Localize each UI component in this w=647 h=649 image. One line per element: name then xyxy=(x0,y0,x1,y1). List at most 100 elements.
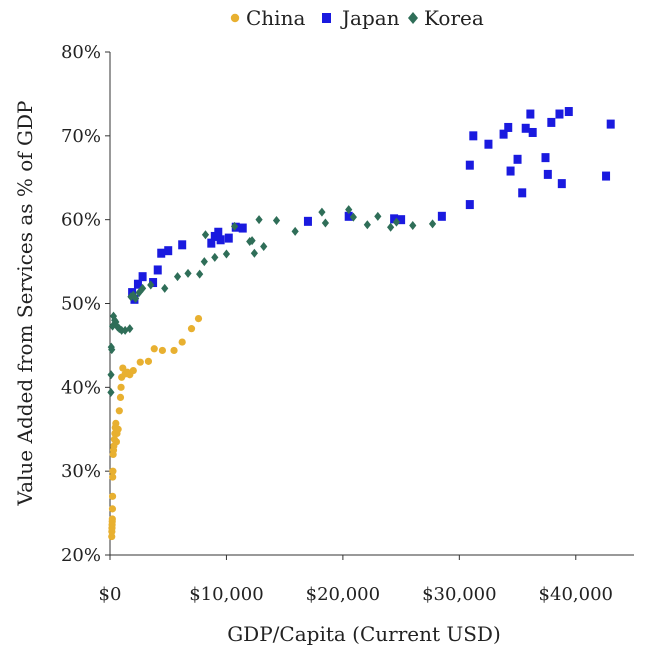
data-point-japan xyxy=(513,154,522,164)
x-tick-label: $10,000 xyxy=(189,584,263,605)
x-axis-ticks: $0 $10,000 $20,000 $30,000 $40,000 xyxy=(99,555,613,605)
data-point-korea xyxy=(250,248,258,258)
data-point-japan xyxy=(164,246,173,256)
data-point-japan xyxy=(214,227,223,237)
data-point-korea xyxy=(222,249,231,259)
legend-item-japan: Japan xyxy=(322,6,400,30)
data-point-china xyxy=(119,364,127,372)
data-point-china xyxy=(108,515,116,523)
data-point-china xyxy=(109,467,117,475)
data-point-china xyxy=(112,438,121,446)
data-point-china xyxy=(108,505,117,513)
data-point-korea xyxy=(200,257,208,267)
data-point-korea xyxy=(230,221,239,231)
data-point-korea xyxy=(349,212,357,222)
data-point-japan xyxy=(178,240,187,250)
legend-item-china: China xyxy=(230,6,305,30)
data-point-china xyxy=(136,358,144,366)
y-tick-label: 70% xyxy=(61,126,101,147)
data-point-japan xyxy=(153,265,162,275)
plot-area xyxy=(107,107,615,541)
data-point-korea xyxy=(248,236,256,246)
data-point-china xyxy=(114,425,122,433)
data-point-japan xyxy=(602,171,611,181)
data-point-korea xyxy=(132,293,140,303)
data-point-japan xyxy=(133,279,142,289)
y-tick-label: 60% xyxy=(61,210,101,231)
data-point-korea xyxy=(109,311,118,321)
data-point-korea xyxy=(196,269,204,279)
data-point-japan xyxy=(224,233,233,243)
data-point-china xyxy=(112,419,120,427)
data-point-japan xyxy=(484,139,493,149)
data-point-japan xyxy=(606,119,615,129)
y-tick-label: 80% xyxy=(61,42,101,63)
y-axis-title: Value Added from Services as % of GDP xyxy=(13,101,37,507)
data-point-china xyxy=(108,532,116,541)
legend-marker-japan xyxy=(322,13,331,23)
data-point-japan xyxy=(547,117,556,127)
data-point-china xyxy=(108,492,117,500)
data-point-korea xyxy=(345,205,353,215)
data-point-japan xyxy=(397,215,406,225)
data-point-korea xyxy=(374,211,382,221)
data-point-korea xyxy=(428,219,437,229)
data-point-japan xyxy=(138,272,147,282)
legend-label-china: China xyxy=(246,6,305,30)
data-point-korea xyxy=(107,370,115,380)
data-point-korea xyxy=(363,220,371,230)
x-axis-title: GDP/Capita (Current USD) xyxy=(227,622,501,646)
legend: China Japan Korea xyxy=(230,6,484,30)
data-point-china xyxy=(170,346,178,355)
data-point-japan xyxy=(149,278,158,288)
data-point-japan xyxy=(521,123,530,133)
data-point-korea xyxy=(291,226,299,236)
data-point-korea xyxy=(108,345,116,355)
data-point-korea xyxy=(107,387,115,397)
legend-label-korea: Korea xyxy=(424,6,484,30)
data-point-japan xyxy=(216,235,225,245)
data-point-japan xyxy=(541,153,550,163)
data-point-japan xyxy=(469,131,478,141)
y-axis-ticks: 20% 30% 40% 50% 60% 70% 80% xyxy=(61,42,110,566)
data-point-china xyxy=(129,366,137,375)
data-point-china xyxy=(178,338,186,346)
data-point-china xyxy=(117,383,125,391)
data-point-china xyxy=(158,346,166,355)
data-point-korea xyxy=(161,283,169,293)
data-point-japan xyxy=(504,122,513,132)
data-point-japan xyxy=(437,211,446,221)
data-point-japan xyxy=(465,200,474,210)
data-point-japan xyxy=(526,109,535,119)
data-point-japan xyxy=(499,129,508,139)
data-point-korea xyxy=(126,324,134,334)
data-point-japan xyxy=(564,107,573,117)
data-point-korea xyxy=(147,280,155,290)
data-point-korea xyxy=(272,216,281,226)
data-point-japan xyxy=(528,127,537,137)
data-point-korea xyxy=(387,222,395,232)
x-tick-label: $20,000 xyxy=(306,584,380,605)
data-point-korea xyxy=(184,268,192,278)
data-point-korea xyxy=(409,221,417,231)
data-point-korea xyxy=(201,230,210,240)
data-point-korea xyxy=(321,218,330,228)
data-point-china xyxy=(150,345,158,353)
data-point-korea xyxy=(139,283,147,293)
data-point-korea xyxy=(318,207,326,217)
data-point-korea xyxy=(173,272,182,282)
data-point-japan xyxy=(157,248,166,258)
data-point-japan xyxy=(465,160,474,170)
y-tick-label: 50% xyxy=(61,294,101,315)
data-point-japan xyxy=(344,211,353,221)
data-point-china xyxy=(144,357,153,365)
legend-marker-china xyxy=(230,13,240,23)
data-point-korea xyxy=(260,241,268,251)
x-tick-label: $40,000 xyxy=(539,584,613,605)
data-point-china xyxy=(194,314,203,323)
x-tick-label: $30,000 xyxy=(422,584,496,605)
data-point-japan xyxy=(557,179,566,189)
legend-item-korea: Korea xyxy=(408,6,484,30)
data-point-korea xyxy=(211,252,219,262)
